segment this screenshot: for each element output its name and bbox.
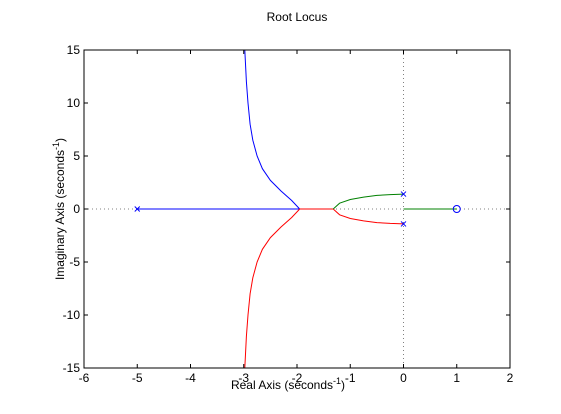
x-tick-label: 0	[400, 371, 407, 385]
y-tick-label: 0	[73, 202, 80, 216]
pole-marker-stroke	[134, 206, 141, 212]
y-tick-label: 10	[67, 96, 81, 110]
y-axis-label-superscript: -1	[51, 142, 61, 150]
x-tick-label: -6	[79, 371, 90, 385]
pole-marker-0	[134, 206, 141, 212]
x-tick-label: 2	[507, 371, 514, 385]
x-tick-label: -4	[185, 371, 196, 385]
series-layer	[137, 49, 457, 369]
y-tick-label: -15	[63, 361, 81, 375]
y-tick-label: -10	[63, 308, 81, 322]
zero-marker-0	[452, 205, 461, 213]
y-tick-label: 5	[73, 149, 80, 163]
marker-layer	[134, 191, 461, 227]
x-axis-label: Real Axis (seconds-1)	[231, 376, 345, 392]
y-axis-label-end: )	[53, 138, 67, 142]
y-tick-label: 15	[67, 43, 81, 57]
locus-branch-0	[137, 49, 301, 210]
y-tick-label: -5	[69, 255, 80, 269]
locus-branch-3	[332, 193, 404, 210]
pole-marker-stroke	[400, 221, 407, 227]
chart-title: Root Locus	[267, 10, 328, 24]
x-axis-label-end: )	[341, 378, 345, 392]
x-axis-label-text: Real Axis (seconds	[231, 378, 333, 392]
x-tick-label: -3	[238, 371, 249, 385]
x-tick-label: 1	[453, 371, 460, 385]
x-tick-label: -1	[345, 371, 356, 385]
pole-marker-1	[400, 191, 407, 197]
locus-branch-2	[332, 208, 404, 225]
y-axis-label-text: Imaginary Axis (seconds	[53, 150, 67, 280]
x-tick-label: -2	[292, 371, 303, 385]
pole-marker-2	[400, 221, 407, 227]
y-axis-label: Imaginary Axis (seconds-1)	[51, 138, 67, 280]
pole-marker-stroke	[400, 191, 407, 197]
locus-branch-1	[244, 208, 334, 369]
x-axis-label-superscript: -1	[333, 376, 341, 386]
x-tick-label: -5	[132, 371, 143, 385]
